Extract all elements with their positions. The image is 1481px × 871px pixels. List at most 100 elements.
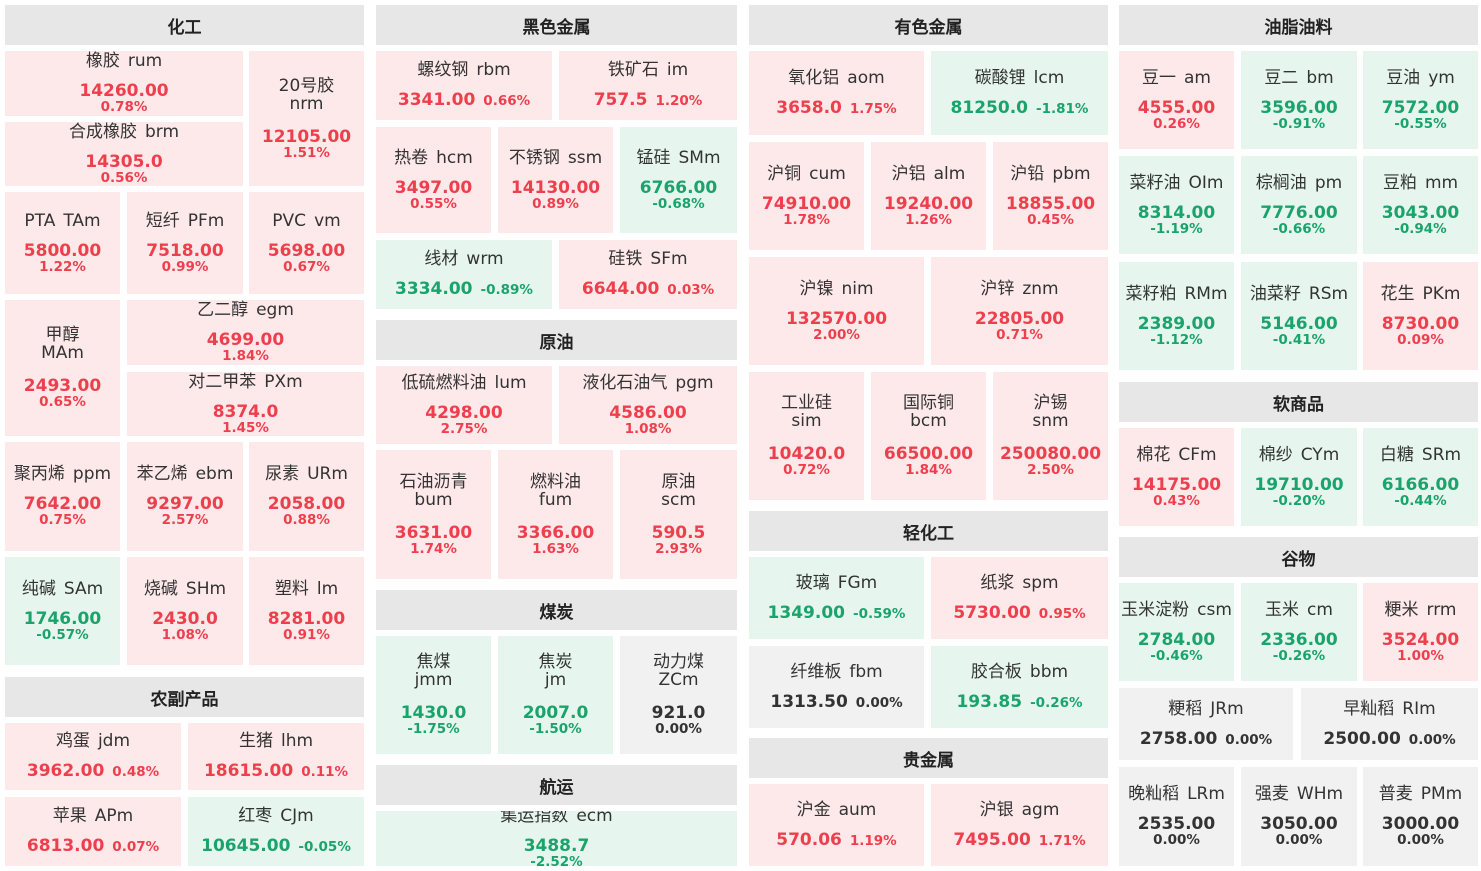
contract-code: ym xyxy=(1428,67,1455,88)
contract-cn-name: 苯乙烯 xyxy=(136,464,188,484)
section-header: 软商品 xyxy=(1119,382,1478,422)
quote-tile[interactable]: 塑料 lm 8281.00 0.91% xyxy=(249,557,364,665)
quote-tile[interactable]: 不锈钢 ssm 14130.00 0.89% xyxy=(498,127,613,233)
quote-tile[interactable]: 豆粕 mm 3043.00 -0.94% xyxy=(1363,156,1478,254)
quote-tile[interactable]: 沪铅 pbm 18855.00 0.45% xyxy=(993,142,1108,250)
quote-tile[interactable]: 鸡蛋 jdm 3962.00 0.48% xyxy=(5,723,181,790)
quote-tile[interactable]: 菜籽油 OIm 8314.00 -1.19% xyxy=(1119,156,1234,254)
quote-tile[interactable]: 沪银 agm 7495.00 1.71% xyxy=(931,784,1108,866)
quote-tile[interactable]: 白糖 SRm 6166.00 -0.44% xyxy=(1363,428,1478,526)
contract-code: PMm xyxy=(1420,784,1463,804)
quote-tile[interactable]: 玉米 cm 2336.00 -0.26% xyxy=(1241,583,1357,681)
change-percent: 2.93% xyxy=(655,540,702,557)
quote-tile[interactable]: 工业硅 sim 10420.0 0.72% xyxy=(749,372,864,500)
quote-tile[interactable]: 沪铝 alm 19240.00 1.26% xyxy=(871,142,986,250)
quote-tile[interactable]: 低硫燃料油 lum 4298.00 2.75% xyxy=(376,366,552,444)
quote-tile[interactable]: 粳米 rrm 3524.00 1.00% xyxy=(1363,583,1478,681)
quote-tile[interactable]: 合成橡胶 brm 14305.0 0.56% xyxy=(5,122,243,186)
contract-name: PTA TAm xyxy=(24,212,100,230)
quote-tile[interactable]: 苯乙烯 ebm 9297.00 2.57% xyxy=(127,442,243,551)
contract-code: lcm xyxy=(1033,67,1065,88)
quote-tile[interactable]: 沪锌 znm 22805.00 0.71% xyxy=(931,257,1108,365)
quote-tile[interactable]: 燃料油 fum 3366.00 1.63% xyxy=(498,450,613,579)
quote-tile[interactable]: 棉花 CFm 14175.00 0.43% xyxy=(1119,428,1234,526)
quote-tile[interactable]: 尿素 URm 2058.00 0.88% xyxy=(249,442,364,551)
quote-tile[interactable]: 豆二 bm 3596.00 -0.91% xyxy=(1241,51,1357,149)
quote-tile[interactable]: 粳稻 JRm 2758.00 0.00% xyxy=(1119,688,1293,760)
contract-cn-name: 胶合板 xyxy=(970,661,1022,682)
quote-tile[interactable]: 沪锡 snm 250080.00 2.50% xyxy=(993,372,1108,500)
quote-tile[interactable]: 纤维板 fbm 1313.50 0.00% xyxy=(749,646,924,728)
quote-tile[interactable]: 纸浆 spm 5730.00 0.95% xyxy=(931,557,1108,639)
quote-tile[interactable]: 强麦 WHm 3050.00 0.00% xyxy=(1241,767,1357,866)
quote-tile[interactable]: 油菜籽 RSm 5146.00 -0.41% xyxy=(1241,262,1357,370)
quote-tile[interactable]: 氧化铝 aom 3658.0 1.75% xyxy=(749,51,924,135)
quote-tile[interactable]: 胶合板 bbm 193.85 -0.26% xyxy=(931,646,1108,728)
quote-tile[interactable]: 纯碱 SAm 1746.00 -0.57% xyxy=(5,557,120,665)
quote-tile[interactable]: 碳酸锂 lcm 81250.0 -1.81% xyxy=(931,51,1108,135)
quote-tile[interactable]: 液化石油气 pgm 4586.00 1.08% xyxy=(559,366,737,444)
quote-tile[interactable]: 晚籼稻 LRm 2535.00 0.00% xyxy=(1119,767,1234,866)
last-price: 3043.00 xyxy=(1381,202,1460,223)
quote-tile[interactable]: 对二甲苯 PXm 8374.0 1.45% xyxy=(127,372,364,436)
quote-tile[interactable]: 棉纱 CYm 19710.00 -0.20% xyxy=(1241,428,1357,526)
quote-tile[interactable]: 短纤 PFm 7518.00 0.99% xyxy=(127,192,243,294)
quote-tile[interactable]: 硅铁 SFm 6644.00 0.03% xyxy=(559,240,737,309)
quote-tile[interactable]: 线材 wrm 3334.00 -0.89% xyxy=(376,240,552,309)
quote-tile[interactable]: PTA TAm 5800.00 1.22% xyxy=(5,192,120,294)
change-percent: 1.74% xyxy=(410,540,457,557)
quote-tile[interactable]: 橡胶 rum 14260.00 0.78% xyxy=(5,51,243,116)
quote-tile[interactable]: 集运指数 ecm 3488.7 -2.52% xyxy=(376,811,737,866)
change-percent: 1.71% xyxy=(1038,832,1086,849)
quote-tile[interactable]: 沪金 aum 570.06 1.19% xyxy=(749,784,924,866)
contract-code: spm xyxy=(1022,572,1059,593)
quote-tile[interactable]: 锰硅 SMm 6766.00 -0.68% xyxy=(620,127,737,233)
quote-tile[interactable]: 玉米淀粉 csm 2784.00 -0.46% xyxy=(1119,583,1234,681)
quote-tile[interactable]: 花生 PKm 8730.00 0.09% xyxy=(1363,262,1478,370)
quote-tile[interactable]: 棕榈油 pm 7776.00 -0.66% xyxy=(1241,156,1357,254)
quote-tile[interactable]: 生猪 lhm 18615.00 0.11% xyxy=(188,723,364,790)
quote-tile[interactable]: 早籼稻 RIm 2500.00 0.00% xyxy=(1301,688,1478,760)
quote-tile[interactable]: 动力煤 ZCm 921.0 0.00% xyxy=(620,636,737,754)
quote-tile[interactable]: 沪镍 nim 132570.00 2.00% xyxy=(749,257,924,365)
quote-tile[interactable]: 普麦 PMm 3000.00 0.00% xyxy=(1363,767,1478,866)
quote-tile[interactable]: 热卷 hcm 3497.00 0.55% xyxy=(376,127,491,233)
contract-cn-name: 烧碱 xyxy=(143,578,178,599)
price-row: 7495.00 1.71% xyxy=(953,831,1085,850)
last-price: 7776.00 xyxy=(1260,202,1338,223)
contract-name: 白糖 SRm xyxy=(1380,446,1461,464)
quote-tile[interactable]: 豆一 am 4555.00 0.26% xyxy=(1119,51,1234,149)
contract-name: 棕榈油 pm xyxy=(1256,174,1342,192)
quote-tile[interactable]: 烧碱 SHm 2430.0 1.08% xyxy=(127,557,243,665)
quote-tile[interactable]: 螺纹钢 rbm 3341.00 0.66% xyxy=(376,51,552,120)
contract-code: sim xyxy=(791,411,822,431)
quote-tile[interactable]: 甲醇 MAm 2493.00 0.65% xyxy=(5,300,120,436)
quote-tile[interactable]: PVC vm 5698.00 0.67% xyxy=(249,192,364,294)
quote-tile[interactable]: 红枣 CJm 10645.00 -0.05% xyxy=(188,797,364,866)
quote-tile[interactable]: 原油 scm 590.5 2.93% xyxy=(620,450,737,579)
contract-code: LRm xyxy=(1187,784,1225,804)
contract-code: brm xyxy=(144,122,180,142)
last-price: 5698.00 xyxy=(267,240,346,261)
change-percent: -1.12% xyxy=(1150,331,1203,348)
section-header: 煤炭 xyxy=(376,590,737,630)
quote-tile[interactable]: 20号胶 nrm 12105.00 1.51% xyxy=(249,51,364,186)
quote-tile[interactable]: 菜籽粕 RMm 2389.00 -1.12% xyxy=(1119,262,1234,370)
last-price: 8314.00 xyxy=(1137,202,1216,223)
price-row: 18615.00 0.11% xyxy=(204,762,348,781)
quote-tile[interactable]: 玻璃 FGm 1349.00 -0.59% xyxy=(749,557,924,639)
last-price: 3488.7 xyxy=(523,836,590,856)
quote-tile[interactable]: 苹果 APm 6813.00 0.07% xyxy=(5,797,181,866)
quote-tile[interactable]: 乙二醇 egm 4699.00 1.84% xyxy=(127,300,364,365)
quote-tile[interactable]: 沪铜 cum 74910.00 1.78% xyxy=(749,142,864,250)
contract-cn-name: 螺纹钢 xyxy=(417,60,469,80)
quote-tile[interactable]: 豆油 ym 7572.00 -0.55% xyxy=(1363,51,1478,149)
contract-cn-name: 粳米 xyxy=(1384,599,1419,620)
quote-tile[interactable]: 焦煤 jmm 1430.0 -1.75% xyxy=(376,636,491,754)
quote-tile[interactable]: 铁矿石 im 757.5 1.20% xyxy=(559,51,737,120)
quote-tile[interactable]: 焦炭 jm 2007.0 -1.50% xyxy=(498,636,613,754)
contract-code: jmm xyxy=(414,670,453,690)
quote-tile[interactable]: 聚丙烯 ppm 7642.00 0.75% xyxy=(5,442,120,551)
quote-tile[interactable]: 国际铜 bcm 66500.00 1.84% xyxy=(871,372,986,500)
quote-tile[interactable]: 石油沥青 bum 3631.00 1.74% xyxy=(376,450,491,579)
